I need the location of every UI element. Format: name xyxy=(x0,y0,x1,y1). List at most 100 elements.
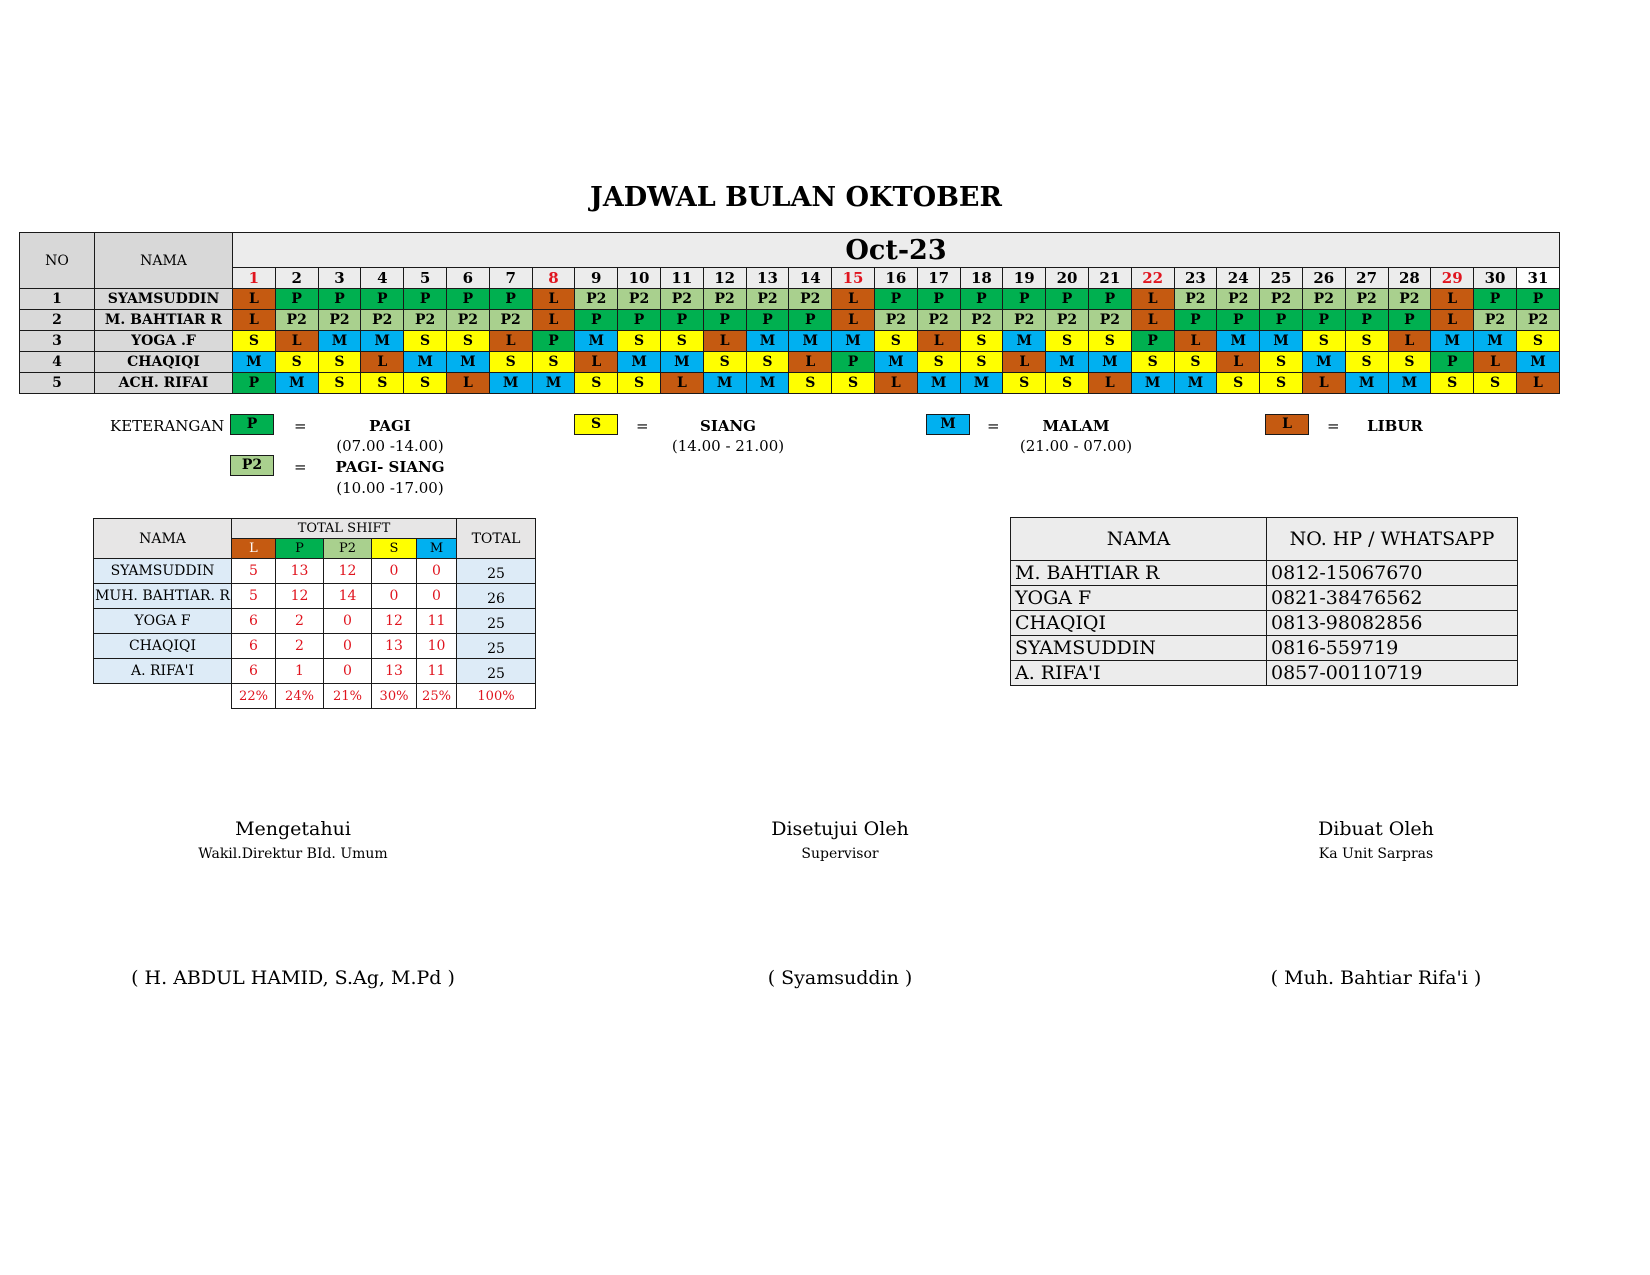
totals-count: 13 xyxy=(371,633,417,659)
shift-cell: L xyxy=(916,330,961,352)
shift-cell: L xyxy=(445,372,490,394)
totals-count: 0 xyxy=(371,583,417,609)
shift-cell: L xyxy=(1387,330,1432,352)
totals-count: 5 xyxy=(231,583,276,609)
shift-cell: L xyxy=(873,372,918,394)
totals-percent: 22% xyxy=(231,683,276,709)
shift-cell: S xyxy=(1173,351,1218,373)
shift-cell: P xyxy=(403,288,447,310)
shift-cell: P2 xyxy=(1515,309,1561,331)
day-header: 6 xyxy=(445,267,490,289)
shift-cell: S xyxy=(831,372,875,394)
shift-cell: M xyxy=(574,330,619,352)
shift-cell: P2 xyxy=(1045,309,1089,331)
shift-cell: P xyxy=(788,309,833,331)
day-header: 21 xyxy=(1087,267,1132,289)
shift-cell: M xyxy=(1259,330,1303,352)
shift-cell: S xyxy=(659,330,704,352)
totals-percent: 24% xyxy=(275,683,324,709)
schedule-row: 3 YOGA .F S L M M S S L P M S S L M M M S L S M S S P L M M S S L M M S xyxy=(19,330,1561,352)
shift-cell: S xyxy=(1259,351,1303,373)
legend-name-malam: MALAM xyxy=(1042,417,1110,435)
shift-cell: P2 xyxy=(1387,288,1432,310)
shift-cell: L xyxy=(1216,351,1261,373)
totals-count: 14 xyxy=(323,583,372,609)
shift-cell: S xyxy=(360,372,405,394)
day-header: 5 xyxy=(403,267,447,289)
employee-name: CHAQIQI xyxy=(94,351,233,373)
shift-cell: P xyxy=(831,351,875,373)
page-title: JADWAL BULAN OKTOBER xyxy=(590,182,1002,213)
shift-cell: M xyxy=(1002,330,1047,352)
totals-name: CHAQIQI xyxy=(93,633,232,659)
day-header: 27 xyxy=(1344,267,1389,289)
shift-cell: S xyxy=(403,330,447,352)
totals-total: 25 xyxy=(456,633,536,659)
totals-row: CHAQIQI 6 2 0 13 10 25 xyxy=(93,633,536,659)
shift-cell: S xyxy=(959,330,1004,352)
shift-cell: P xyxy=(1216,309,1261,331)
shift-cell: M xyxy=(232,351,276,373)
shift-cell: S xyxy=(1387,351,1432,373)
contact-phone: 0816-559719 xyxy=(1266,635,1518,661)
totals-header-total: TOTAL xyxy=(456,518,536,559)
shift-cell: S xyxy=(403,372,447,394)
day-header: 2 xyxy=(274,267,319,289)
shift-cell: S xyxy=(317,351,362,373)
shift-cell: M xyxy=(403,351,447,373)
shift-cell: S xyxy=(1259,372,1303,394)
shift-cell: P xyxy=(574,309,619,331)
row-number: 2 xyxy=(19,309,95,331)
shift-cell: S xyxy=(232,330,276,352)
day-header: 7 xyxy=(488,267,533,289)
shift-cell: P2 xyxy=(403,309,447,331)
legend-code-s: S xyxy=(574,414,618,435)
legend-equals: = xyxy=(987,417,1000,435)
totals-total: 25 xyxy=(456,608,536,634)
shift-cell: L xyxy=(1473,351,1517,373)
shift-cell: P2 xyxy=(916,309,961,331)
signature-mengetahui: Mengetahui Wakil.Direktur BId. Umum xyxy=(93,818,493,862)
shift-cell: P xyxy=(1259,309,1303,331)
day-header: 19 xyxy=(1002,267,1047,289)
shift-cell: P2 xyxy=(745,288,790,310)
shift-cell: M xyxy=(617,351,661,373)
shift-cell: M xyxy=(1387,372,1432,394)
totals-total: 25 xyxy=(456,558,536,584)
shift-cell: M xyxy=(1130,372,1175,394)
employee-name: ACH. RIFAI xyxy=(94,372,233,394)
shift-cell: L xyxy=(232,288,276,310)
shift-cell: P2 xyxy=(574,288,619,310)
shift-cell: P xyxy=(1087,288,1132,310)
contact-phone: 0821-38476562 xyxy=(1266,585,1518,611)
signature-title: Wakil.Direktur BId. Umum xyxy=(198,846,388,862)
shift-cell: L xyxy=(1515,372,1561,394)
totals-count: 12 xyxy=(275,583,324,609)
totals-percent: 25% xyxy=(416,683,457,709)
shift-cell: P xyxy=(1002,288,1047,310)
legend-equals: = xyxy=(294,458,307,476)
totals-count: 13 xyxy=(275,558,324,584)
shift-cell: S xyxy=(1045,330,1089,352)
shift-cell: L xyxy=(1301,372,1346,394)
day-header: 8 xyxy=(531,267,576,289)
legend-equals: = xyxy=(636,417,649,435)
shift-cell: M xyxy=(274,372,319,394)
shift-cell: L xyxy=(788,351,833,373)
shift-cell: L xyxy=(360,351,405,373)
shift-cell: P2 xyxy=(1002,309,1047,331)
contact-name: SYAMSUDDIN xyxy=(1010,635,1267,661)
blank-cell xyxy=(94,684,232,709)
shift-cell: L xyxy=(1430,309,1475,331)
shift-cell: L xyxy=(574,351,619,373)
totals-row: YOGA F 6 2 0 12 11 25 xyxy=(93,608,536,634)
shift-cell: L xyxy=(232,309,276,331)
shift-cell: M xyxy=(788,330,833,352)
day-header: 14 xyxy=(788,267,833,289)
shift-cell: P xyxy=(745,309,790,331)
totals-count: 6 xyxy=(231,658,276,684)
day-header: 13 xyxy=(745,267,790,289)
shift-cell: M xyxy=(831,330,875,352)
legend-name-siang: SIANG xyxy=(699,417,756,435)
shift-cell: M xyxy=(488,372,533,394)
